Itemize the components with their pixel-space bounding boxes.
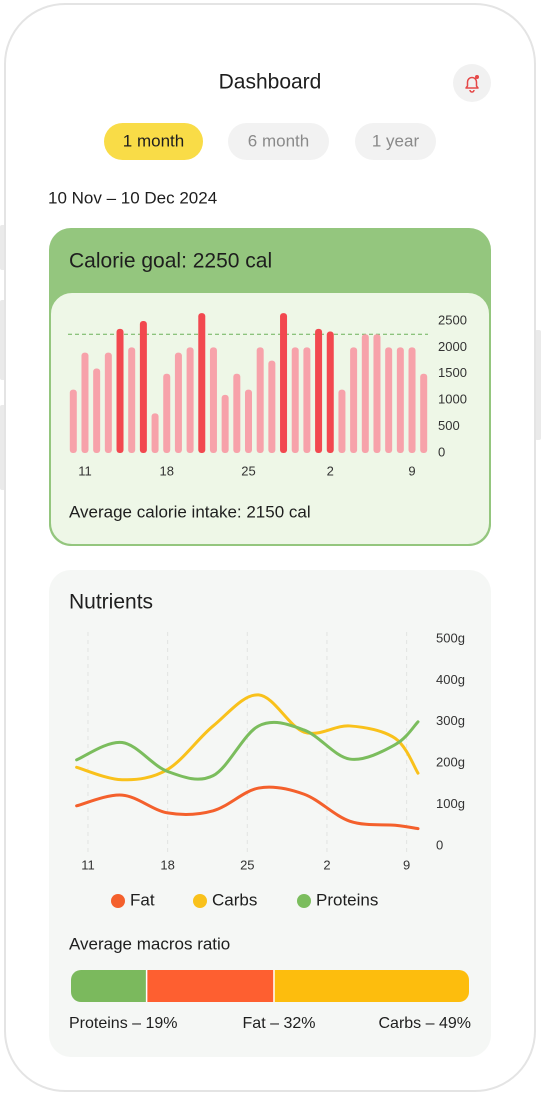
x-tick-label: 25 <box>241 463 255 478</box>
legend-dot <box>297 894 311 908</box>
bar <box>373 334 381 453</box>
bar <box>163 373 171 453</box>
bar <box>116 328 124 453</box>
bar <box>233 373 241 453</box>
bar <box>408 347 416 453</box>
macro-segment <box>146 970 274 1002</box>
bar <box>245 389 252 453</box>
tab-label[interactable]: 1 year <box>372 131 420 150</box>
y-tick-label: 400g <box>436 672 465 687</box>
bar <box>420 373 428 453</box>
bar <box>291 347 299 453</box>
y-tick-label: 500 <box>438 418 460 433</box>
average-intake: Average calorie intake: 2150 cal <box>69 502 311 521</box>
macros-bar: Proteins – 19% Fat – 32% Carbs – 49% <box>69 970 471 1032</box>
bar <box>303 347 311 453</box>
date-range: 10 Nov – 10 Dec 2024 <box>48 188 217 207</box>
bar <box>338 389 346 453</box>
bar <box>69 389 77 453</box>
y-tick-label: 300g <box>436 713 465 728</box>
macro-label: Proteins – 19% <box>69 1015 178 1032</box>
tab-label[interactable]: 6 month <box>248 131 309 150</box>
bar <box>315 328 323 453</box>
bar <box>151 413 159 453</box>
card-title: Calorie goal: 2250 cal <box>69 250 272 273</box>
card-title: Nutrients <box>69 591 153 614</box>
bar <box>280 313 288 453</box>
bar <box>326 331 334 453</box>
line <box>75 720 420 781</box>
macros-segments <box>71 970 469 1002</box>
line <box>75 785 420 831</box>
legend-label: Fat <box>130 890 155 909</box>
y-tick-label: 0 <box>436 837 443 852</box>
bar <box>128 347 136 453</box>
bar-chart: 0 500 1000 1500 2000 2500 11 18 25 2 9 <box>68 312 467 478</box>
macro-label: Fat – 32% <box>243 1015 316 1032</box>
bar <box>186 347 194 453</box>
legend-dot <box>111 894 125 908</box>
macro-segment <box>71 970 147 1002</box>
x-tick-label: 9 <box>408 463 415 478</box>
y-tick-label: 0 <box>438 444 445 459</box>
bar <box>385 347 393 453</box>
bar <box>104 352 112 453</box>
legend-label: Proteins <box>316 890 378 909</box>
tab[interactable]: 1 month <box>104 123 203 160</box>
notification-button[interactable] <box>453 64 491 102</box>
legend-dot <box>193 894 207 908</box>
x-tick-label: 11 <box>78 463 92 478</box>
side-button <box>535 330 541 440</box>
y-tick-label: 500g <box>436 630 465 645</box>
x-tick-label: 2 <box>323 857 330 872</box>
x-tick-label: 18 <box>160 857 174 872</box>
x-tick-label: 25 <box>240 857 254 872</box>
y-tick-label: 1000 <box>438 392 467 407</box>
bar <box>139 321 147 453</box>
bar <box>81 352 89 453</box>
line-chart: 0 100g 200g 300g 400g 500g 11 18 25 2 9 <box>75 630 465 872</box>
y-tick-label: 200g <box>436 755 465 770</box>
tab-label[interactable]: 1 month <box>123 131 184 150</box>
y-tick-label: 2500 <box>438 312 467 327</box>
legend: Fat Carbs Proteins <box>111 890 378 909</box>
page-title: Dashboard <box>219 71 322 94</box>
bar <box>361 334 369 453</box>
tab[interactable]: 6 month <box>228 123 329 160</box>
bar <box>268 360 276 453</box>
x-tick-label: 11 <box>81 857 95 872</box>
bar <box>256 347 264 453</box>
legend-label: Carbs <box>212 890 257 909</box>
macro-segment <box>273 970 469 1002</box>
bar <box>93 368 101 453</box>
bar <box>350 347 358 453</box>
x-tick-label: 9 <box>403 857 410 872</box>
macro-label: Carbs – 49% <box>379 1015 472 1032</box>
x-tick-label: 2 <box>327 463 334 478</box>
bar <box>209 347 217 453</box>
bar <box>396 347 404 453</box>
bar <box>174 352 182 453</box>
x-tick-label: 18 <box>160 463 174 478</box>
y-tick-label: 2000 <box>438 339 467 354</box>
bar <box>221 394 229 453</box>
nutrients-card <box>49 570 491 1057</box>
macros-title: Average macros ratio <box>69 934 230 953</box>
bar <box>198 313 206 453</box>
line <box>75 693 420 782</box>
tab[interactable]: 1 year <box>355 123 436 160</box>
y-tick-label: 1500 <box>438 365 467 380</box>
y-tick-label: 100g <box>436 796 465 811</box>
